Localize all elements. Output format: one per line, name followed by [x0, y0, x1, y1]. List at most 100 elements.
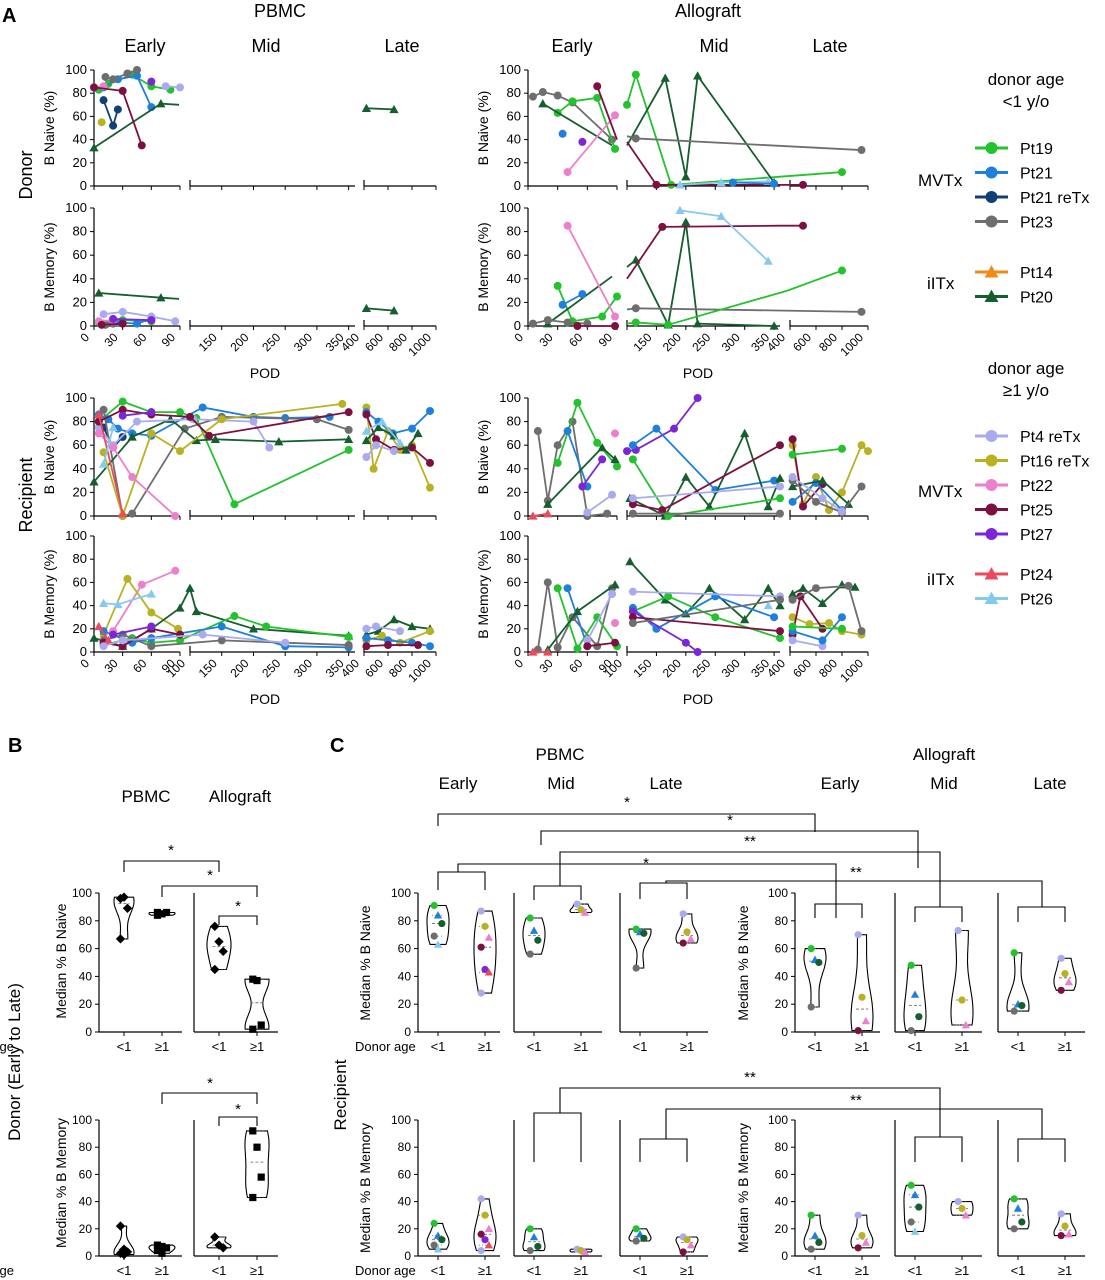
- legend-group2-title-line2: ≥1 y/o: [1003, 381, 1049, 400]
- data-point-recip-allo-naive-pt22: [611, 429, 620, 438]
- data-point-donor-pbmc-naive-pt21: [133, 71, 141, 80]
- data-point-recip-allo-naive-pt19: [573, 398, 582, 407]
- series-line-recip-allo-memory-pt23: [536, 582, 549, 650]
- data-point-recip-allo-memory-late-pt19: [838, 624, 846, 633]
- data-point-recip-pbmc-memory-pt23: [217, 636, 226, 645]
- data-point-recip-pbmc-memory-pt4-retx: [198, 630, 207, 639]
- x-tick-label: 60: [130, 656, 150, 676]
- series-line-recip-pbmc-naive-pt16-retx: [179, 418, 223, 452]
- series-line-recip-allo-naive-pt23: [536, 430, 549, 501]
- data-point-recip-allo-memory-late-pt21: [818, 636, 827, 645]
- y-tick-label: 80: [507, 414, 521, 429]
- data-point-donor-allo-memory-pt26-b: [675, 205, 685, 215]
- data-point-recip-allo-naive-pt27: [578, 482, 587, 491]
- y-tick-label: 0: [514, 178, 521, 193]
- x-tick-label: 150: [196, 656, 220, 680]
- data-point-recip-allo-naive-pt19: [593, 438, 602, 447]
- legend-label-pt23: Pt23: [1020, 215, 1053, 232]
- series-line-recip-allo-naive-mid-pt4-retx: [632, 485, 781, 500]
- series-line-recip-pbmc-memory-pt4-retx: [202, 633, 286, 644]
- y-tick-label: 0: [781, 1025, 788, 1039]
- sig-bracket-c-2: [540, 830, 919, 868]
- data-point-recip-pbmc-naive-late-pt20: [373, 422, 383, 432]
- data-point-recip-pbmc-memory-late-pt4-retx: [396, 627, 404, 636]
- data-point-recip-allo-naive-mid-pt27: [623, 447, 631, 456]
- violin-point-b-allo-ge1-0: [253, 976, 261, 985]
- y-tick-label: 80: [79, 914, 93, 928]
- data-point-recip-allo-memory-late-pt20: [788, 589, 798, 598]
- data-point-recip-allo-naive-mid-pt27: [670, 424, 679, 433]
- y-tick-label: 100: [499, 200, 521, 215]
- series-line-recip-pbmc-memory-late-pt4-retx: [375, 625, 401, 633]
- series-line-recip-pbmc-memory-pt16-retx: [150, 611, 179, 630]
- series-line-recip-pbmc-naive-pt16-retx: [121, 433, 153, 517]
- data-point-donor-allo-memory-pt25-b: [799, 221, 807, 230]
- sig-bracket-b-2: [161, 885, 258, 897]
- sig-star: *: [168, 842, 174, 859]
- bracket-within-c-top: [437, 871, 486, 890]
- data-point-recip-allo-naive-late-pt16-retx: [857, 441, 866, 450]
- data-point-recip-allo-memory-late-pt20: [798, 583, 808, 592]
- violin-point-c-1-0-ge1: [477, 1246, 485, 1255]
- violin-point-c-1-2-lt1: [640, 1234, 648, 1242]
- bracket-within-c-bottom: [914, 1136, 963, 1162]
- x-tick-label: 150: [630, 330, 654, 354]
- sig-bracket-c-6: [559, 1087, 941, 1137]
- data-point-recip-pbmc-naive-pt20: [89, 477, 99, 486]
- series-line-recip-allo-memory-late-pt25: [799, 595, 824, 630]
- data-point-recip-pbmc-memory-late-pt25: [414, 641, 422, 650]
- data-point-recip-allo-naive-mid-pt20: [740, 428, 750, 438]
- x-tick-label: <1: [808, 1039, 823, 1054]
- data-point-donor-allo-memory-pt20-b: [693, 319, 703, 328]
- data-point-recip-allo-naive-pt23: [553, 441, 562, 450]
- data-point-recip-pbmc-naive-late-pt26: [361, 426, 371, 435]
- series-line-recip-allo-naive-late-pt4-retx: [792, 476, 824, 500]
- legend-marker-pt27: [985, 528, 998, 540]
- data-point-donor-allo-naive-pt26-b: [675, 180, 685, 189]
- series-line-recip-pbmc-naive-pt20: [215, 438, 279, 443]
- x-tick-label: 200: [228, 330, 252, 354]
- y-tick-label: 0: [781, 1249, 788, 1263]
- pbmc-column-title: PBMC: [254, 1, 306, 21]
- sig-star: **: [744, 1069, 756, 1086]
- y-tick-label: 60: [398, 1167, 412, 1181]
- data-point-recip-pbmc-memory-pt25: [176, 630, 184, 639]
- violin-point-c-0-2-ge1: [679, 939, 687, 947]
- x-tick-label: <1: [431, 1039, 446, 1054]
- y-tick-label: 80: [775, 1140, 789, 1154]
- series-line-recip-allo-naive-mid-pt20: [708, 433, 746, 507]
- data-point-recip-pbmc-memory-pt16-retx: [123, 574, 132, 583]
- legend-group1-title-line1: donor age: [988, 70, 1065, 89]
- violin-b-pbmc-ge1-0: [148, 911, 176, 916]
- violin-point-c-1-1-ge1: [580, 1247, 589, 1256]
- violin-point-b-allo-ge1-0: [249, 975, 257, 983]
- data-point-recip-allo-naive-pt4-retx: [583, 508, 592, 517]
- data-point-recip-allo-memory-pt24: [528, 647, 538, 656]
- x-tick-label: ≥1: [1058, 1039, 1072, 1054]
- legend-marker-pt16-retx: [985, 454, 998, 467]
- series-line-recip-allo-naive-late-pt23: [841, 485, 863, 514]
- data-point-recip-pbmc-memory-late-pt25: [362, 642, 371, 651]
- data-point-donor-allo-memory-pt26-b: [763, 256, 773, 265]
- data-point-recip-allo-naive-pt23: [603, 509, 612, 518]
- y-tick-label: 40: [398, 969, 412, 983]
- violin-c-0-1-lt1: [522, 917, 546, 955]
- data-point-donor-pbmc-naive-pt4-retx: [176, 83, 184, 92]
- bracket-within-c-bottom: [533, 1112, 582, 1162]
- data-point-recip-allo-memory-mid-pt23: [628, 619, 637, 627]
- series-line-recip-allo-naive-pt20: [547, 446, 603, 505]
- series-line-recip-pbmc-memory-pt19: [151, 639, 181, 644]
- data-point-recip-pbmc-memory-late-pt20: [389, 614, 399, 624]
- violin-c-0-2-lt1: [628, 928, 652, 969]
- bracket-within-c-bottom: [639, 1138, 688, 1162]
- data-point-donor-allo-memory-pt23: [543, 316, 552, 325]
- violin-point-c-1-0-ge1: [484, 1224, 493, 1233]
- violin-point-c-1-2-ge1: [686, 1240, 695, 1249]
- panel-b-header-allograft: Allograft: [209, 787, 272, 806]
- series-line-recip-allo-naive-mid-pt21: [655, 428, 716, 491]
- sig-star: *: [207, 867, 213, 884]
- series-line-recip-allo-memory-pt23: [546, 582, 559, 648]
- data-point-recip-allo-naive-pt27: [598, 455, 607, 464]
- series-line-donor-pbmc-memory-pt27: [113, 318, 152, 321]
- panel-c-ylabel-naive-allograft: Median % B Naive: [735, 905, 751, 1020]
